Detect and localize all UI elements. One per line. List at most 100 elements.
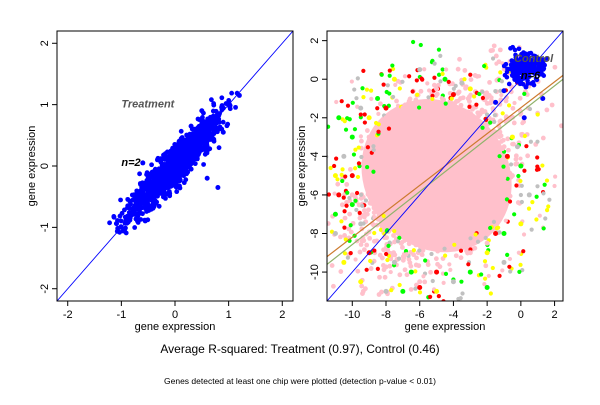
outlier-point xyxy=(353,147,358,152)
outlier-point xyxy=(473,232,478,237)
blob-point xyxy=(448,174,454,179)
blob-point xyxy=(458,125,464,131)
blob-point xyxy=(416,238,422,243)
blob-point xyxy=(449,132,455,137)
y-tick-label: -2 xyxy=(39,284,51,294)
series-1-point xyxy=(145,175,151,181)
blob-point xyxy=(470,106,475,112)
blob-point xyxy=(379,185,385,190)
outlier-point xyxy=(327,192,331,197)
blob-point xyxy=(418,174,424,180)
y-tick-label: -6 xyxy=(309,190,321,200)
blob-point xyxy=(460,151,466,156)
outlier-point xyxy=(438,79,443,84)
blob-point xyxy=(457,194,463,200)
outlier-point xyxy=(447,262,452,267)
blob-point xyxy=(458,255,464,261)
data-point xyxy=(111,214,117,220)
series-6-point xyxy=(509,72,515,78)
blob-point xyxy=(407,225,413,231)
blob-point xyxy=(394,140,400,146)
data-point xyxy=(135,201,140,206)
blob-point xyxy=(378,203,384,209)
blob-point xyxy=(346,226,352,232)
blob-point xyxy=(437,230,443,236)
control-cluster-point xyxy=(533,69,538,75)
outlier-point xyxy=(357,210,362,215)
outlier-point xyxy=(500,146,505,152)
blob-point xyxy=(433,188,439,194)
blob-point xyxy=(495,158,501,164)
data-point xyxy=(120,228,126,234)
outlier-point xyxy=(448,267,453,272)
outlier-point xyxy=(406,98,412,104)
outlier-point xyxy=(527,106,533,112)
outlier-point xyxy=(365,164,370,170)
control-cluster-point xyxy=(525,78,530,84)
data-point xyxy=(202,133,208,139)
outlier-point xyxy=(391,94,396,100)
data-point xyxy=(164,163,170,169)
series-3-point xyxy=(349,134,355,140)
outlier-point xyxy=(468,72,473,77)
blob-point xyxy=(357,215,363,221)
outlier-point xyxy=(490,204,495,209)
blob-point xyxy=(428,142,433,148)
blob-point xyxy=(403,151,409,156)
outlier-point xyxy=(541,226,546,231)
data-point xyxy=(143,217,149,223)
series-2-point xyxy=(417,67,423,73)
blob-point xyxy=(366,178,371,184)
outlier-point xyxy=(353,198,358,203)
series-1-point xyxy=(417,279,423,285)
outlier-point xyxy=(355,174,361,180)
outlier-point xyxy=(553,174,558,179)
y-tick-label: -2 xyxy=(309,113,321,123)
blob-point xyxy=(360,291,365,296)
x-tick-label: 0 xyxy=(518,309,524,321)
blob-point xyxy=(397,272,403,278)
blob-point xyxy=(416,241,421,247)
outlier-point xyxy=(382,231,387,236)
blob-point xyxy=(436,111,442,117)
blob-point xyxy=(515,5,520,10)
series-5-point xyxy=(417,285,423,290)
outlier-point xyxy=(345,255,350,260)
blob-point xyxy=(390,153,395,159)
data-point xyxy=(169,175,175,181)
outlier-point xyxy=(343,237,348,242)
blob-point xyxy=(413,97,419,103)
control-cluster-point xyxy=(521,66,527,72)
series-4-point xyxy=(484,250,490,256)
blob-point xyxy=(438,183,444,189)
outlier-point xyxy=(327,124,331,129)
blob-point xyxy=(403,225,408,230)
outlier-point xyxy=(520,121,525,126)
outlier-point xyxy=(365,145,370,150)
data-point xyxy=(135,220,141,225)
detection-footnote: Genes detected at least one chip were pl… xyxy=(164,376,436,386)
blob-point xyxy=(379,171,385,177)
data-point xyxy=(229,90,235,96)
outlier-point xyxy=(535,139,540,144)
blob-point xyxy=(416,206,422,212)
outlier-point xyxy=(361,95,366,100)
data-point xyxy=(219,95,225,101)
blob-point xyxy=(402,166,407,172)
blob-point xyxy=(391,149,397,154)
blob-point xyxy=(411,164,417,170)
data-point xyxy=(153,175,159,180)
outlier-point xyxy=(519,132,524,137)
blob-point xyxy=(371,210,377,215)
blob-point xyxy=(507,193,513,199)
outlier-point xyxy=(316,165,320,169)
blob-point xyxy=(478,171,483,177)
outlier-point xyxy=(353,166,358,171)
outlier-point xyxy=(503,218,508,223)
series-2-point xyxy=(514,144,520,150)
blob-point xyxy=(359,283,365,289)
blob-point xyxy=(497,47,503,53)
blob-point xyxy=(424,137,430,143)
blob-point xyxy=(426,110,432,115)
series-5-point xyxy=(434,269,440,275)
